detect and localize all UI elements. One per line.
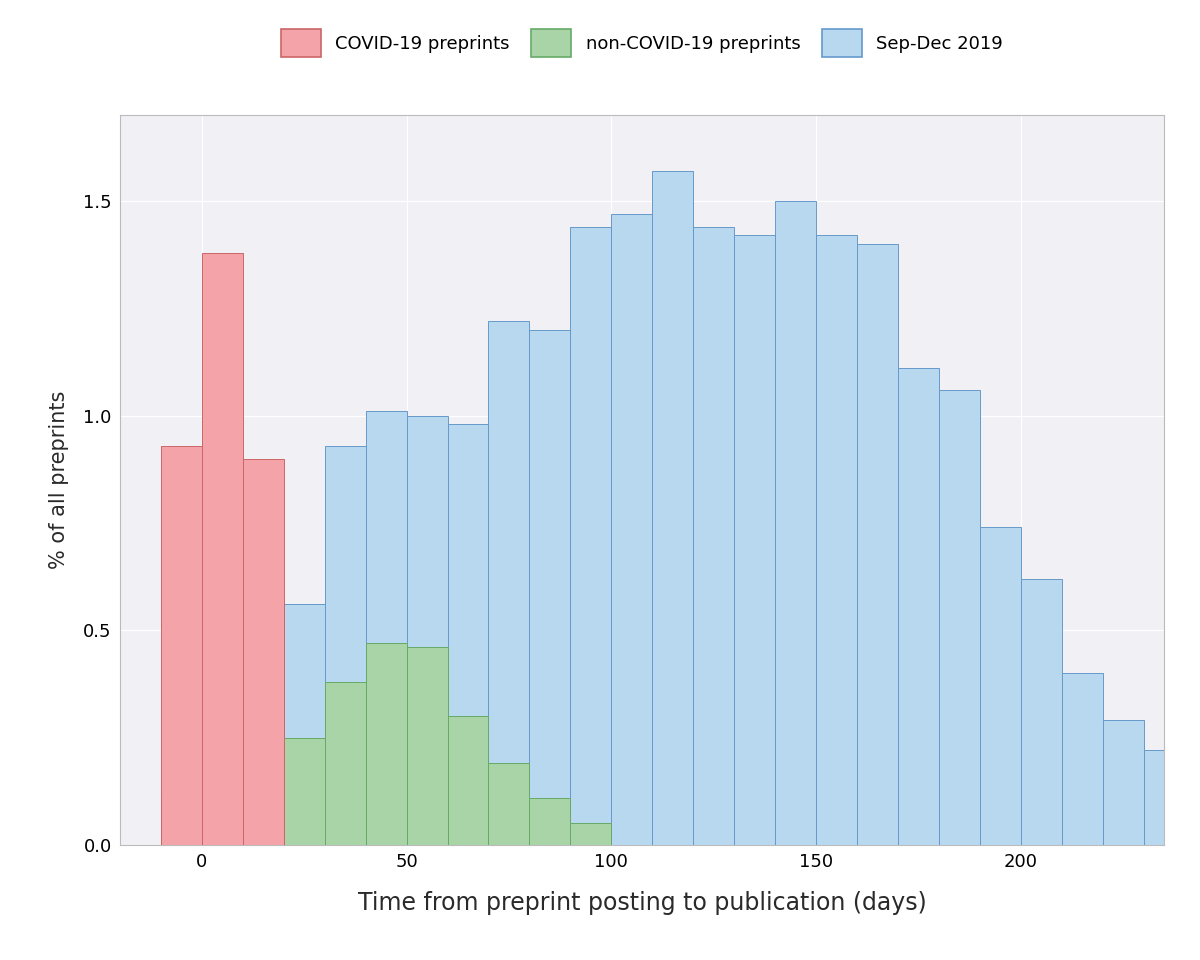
Bar [202,252,242,845]
Bar [325,445,366,845]
X-axis label: Time from preprint posting to publication (days): Time from preprint posting to publicatio… [358,891,926,915]
Bar [979,527,1021,845]
Bar [694,227,734,845]
Bar [448,424,488,845]
Bar [1021,579,1062,845]
Bar [448,716,488,845]
Bar [161,445,202,845]
Bar [1144,751,1184,845]
Bar [529,798,570,845]
Y-axis label: % of all preprints: % of all preprints [49,391,70,569]
Bar [1103,720,1144,845]
Bar [529,330,570,845]
Bar [242,459,283,845]
Bar [775,201,816,845]
Bar [283,737,325,845]
Bar [366,411,407,845]
Bar [407,416,448,845]
Bar [611,214,653,845]
Bar [816,235,857,845]
Bar [570,227,611,845]
Bar [283,605,325,845]
Bar [366,643,407,845]
Bar [407,647,448,845]
Bar [202,720,242,845]
Bar [202,746,242,845]
Bar [325,682,366,845]
Bar [488,322,529,845]
Bar [734,235,775,845]
Bar [1062,673,1103,845]
Bar [857,244,898,845]
Legend: COVID-19 preprints, non-COVID-19 preprints, Sep-Dec 2019: COVID-19 preprints, non-COVID-19 preprin… [274,22,1010,64]
Bar [242,716,283,845]
Bar [653,171,694,845]
Bar [570,824,611,845]
Bar [938,390,979,845]
Bar [898,369,938,845]
Bar [161,793,202,845]
Bar [488,763,529,845]
Bar [242,609,283,845]
